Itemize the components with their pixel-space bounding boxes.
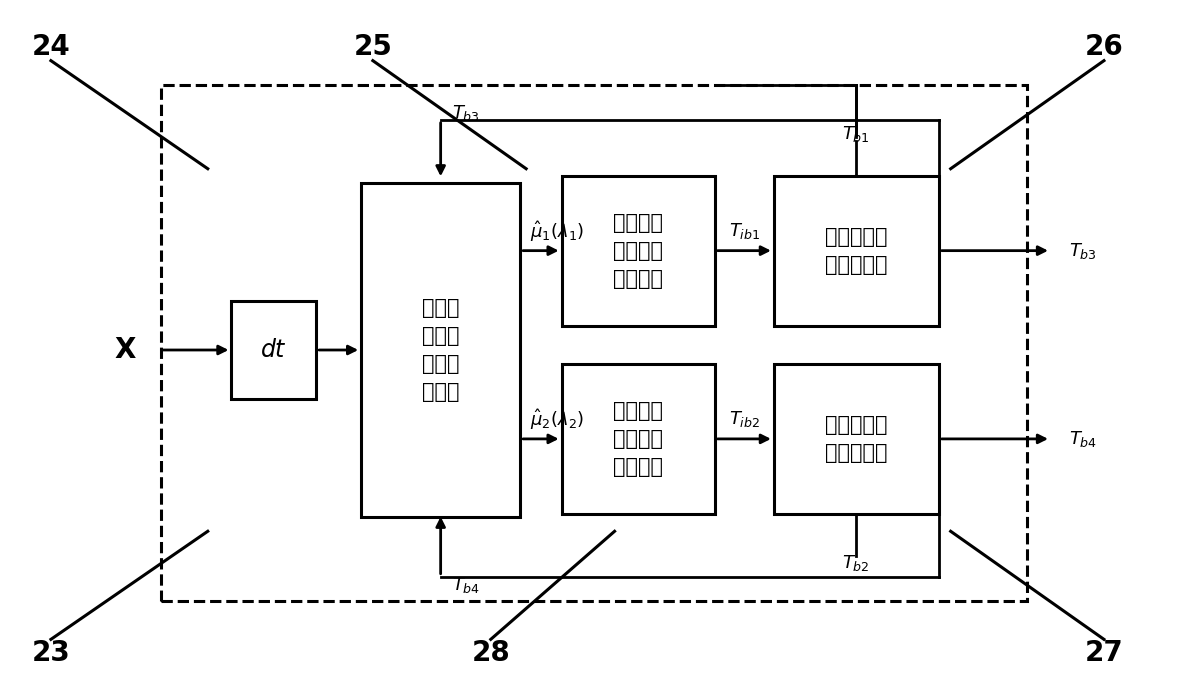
Text: 系数预: 系数预 bbox=[422, 354, 460, 374]
Bar bbox=[561, 364, 715, 514]
Bar bbox=[232, 301, 317, 399]
Text: 矩约束单元: 矩约束单元 bbox=[825, 443, 888, 463]
Text: 前轮理想: 前轮理想 bbox=[613, 213, 663, 233]
Text: $\mathbf{X}$: $\mathbf{X}$ bbox=[113, 336, 137, 364]
Text: 前后路: 前后路 bbox=[422, 298, 460, 318]
Text: 26: 26 bbox=[1085, 33, 1123, 61]
Text: 制动力矩: 制动力矩 bbox=[613, 429, 663, 449]
Text: $T_{ib2}$: $T_{ib2}$ bbox=[728, 410, 760, 429]
Text: $T_{b4}$: $T_{b4}$ bbox=[453, 575, 481, 595]
Text: 面附着: 面附着 bbox=[422, 326, 460, 346]
Text: $T_{b1}$: $T_{b1}$ bbox=[843, 124, 870, 144]
Text: 28: 28 bbox=[472, 639, 511, 667]
Bar bbox=[161, 85, 1027, 601]
Text: $\hat{\mu}_2(\lambda_2)$: $\hat{\mu}_2(\lambda_2)$ bbox=[530, 407, 584, 432]
Bar bbox=[361, 183, 520, 517]
Text: 预估单元: 预估单元 bbox=[613, 457, 663, 477]
Text: $T_{b4}$: $T_{b4}$ bbox=[1069, 429, 1097, 449]
Text: $T_{b3}$: $T_{b3}$ bbox=[453, 103, 480, 123]
Text: 24: 24 bbox=[32, 33, 70, 61]
Text: 制动力矩: 制动力矩 bbox=[613, 241, 663, 260]
Text: 后轮制动力: 后轮制动力 bbox=[825, 415, 888, 435]
Text: 后轮理想: 后轮理想 bbox=[613, 401, 663, 421]
Text: 前轮制动力: 前轮制动力 bbox=[825, 227, 888, 246]
Text: 27: 27 bbox=[1085, 639, 1123, 667]
Text: 预估单元: 预估单元 bbox=[613, 269, 663, 288]
Text: 估单元: 估单元 bbox=[422, 382, 460, 402]
Bar bbox=[774, 364, 939, 514]
Text: $T_{b2}$: $T_{b2}$ bbox=[843, 553, 870, 573]
Text: $dt$: $dt$ bbox=[260, 338, 287, 362]
Bar bbox=[774, 176, 939, 326]
Text: $\hat{\mu}_1(\lambda_1)$: $\hat{\mu}_1(\lambda_1)$ bbox=[530, 218, 584, 244]
Bar bbox=[561, 176, 715, 326]
Text: 23: 23 bbox=[32, 639, 70, 667]
Text: $T_{b3}$: $T_{b3}$ bbox=[1069, 241, 1097, 260]
Text: 矩约束单元: 矩约束单元 bbox=[825, 255, 888, 274]
Text: 25: 25 bbox=[353, 33, 392, 61]
Text: $T_{ib1}$: $T_{ib1}$ bbox=[728, 221, 760, 241]
